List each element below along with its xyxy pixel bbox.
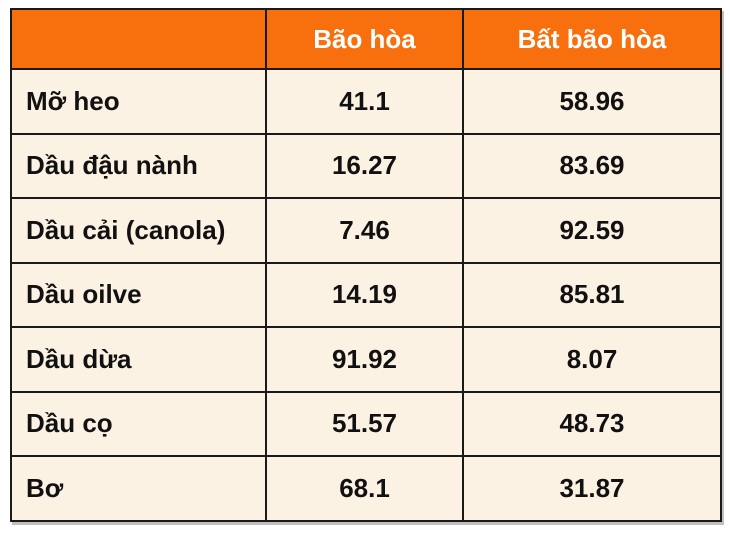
saturated-value: 7.46 — [265, 197, 464, 264]
unsaturated-value: 48.73 — [462, 390, 722, 457]
table-body: Mỡ heo 41.1 58.96 Dầu đậu nành 16.27 83.… — [10, 68, 722, 522]
unsaturated-value: 58.96 — [462, 68, 722, 135]
row-label: Dầu oilve — [10, 261, 267, 328]
table-row: Mỡ heo 41.1 58.96 — [10, 68, 722, 135]
saturated-value: 41.1 — [265, 68, 464, 135]
unsaturated-value: 8.07 — [462, 326, 722, 393]
unsaturated-value: 92.59 — [462, 197, 722, 264]
row-label: Bơ — [10, 455, 267, 522]
saturated-value: 14.19 — [265, 261, 464, 328]
table-header: Bão hòa Bất bão hòa — [10, 8, 722, 70]
row-label: Dầu đậu nành — [10, 132, 267, 199]
header-cell-unsaturated: Bất bão hòa — [462, 8, 722, 70]
saturated-value: 51.57 — [265, 390, 464, 457]
header-cell-empty — [10, 8, 267, 70]
saturated-value: 91.92 — [265, 326, 464, 393]
header-row: Bão hòa Bất bão hòa — [10, 8, 722, 70]
row-label: Dầu cải (canola) — [10, 197, 267, 264]
table-row: Dầu cải (canola) 7.46 92.59 — [10, 197, 722, 264]
table-row: Bơ 68.1 31.87 — [10, 455, 722, 522]
unsaturated-value: 31.87 — [462, 455, 722, 522]
table-row: Dầu đậu nành 16.27 83.69 — [10, 132, 722, 199]
saturated-value: 16.27 — [265, 132, 464, 199]
saturated-value: 68.1 — [265, 455, 464, 522]
header-cell-saturated: Bão hòa — [265, 8, 464, 70]
table-row: Dầu dừa 91.92 8.07 — [10, 326, 722, 393]
table-row: Dầu cọ 51.57 48.73 — [10, 390, 722, 457]
unsaturated-value: 83.69 — [462, 132, 722, 199]
row-label: Dầu dừa — [10, 326, 267, 393]
row-label: Mỡ heo — [10, 68, 267, 135]
table-row: Dầu oilve 14.19 85.81 — [10, 261, 722, 328]
row-label: Dầu cọ — [10, 390, 267, 457]
fat-composition-table: Bão hòa Bất bão hòa Mỡ heo 41.1 58.96 Dầ… — [10, 8, 722, 522]
unsaturated-value: 85.81 — [462, 261, 722, 328]
